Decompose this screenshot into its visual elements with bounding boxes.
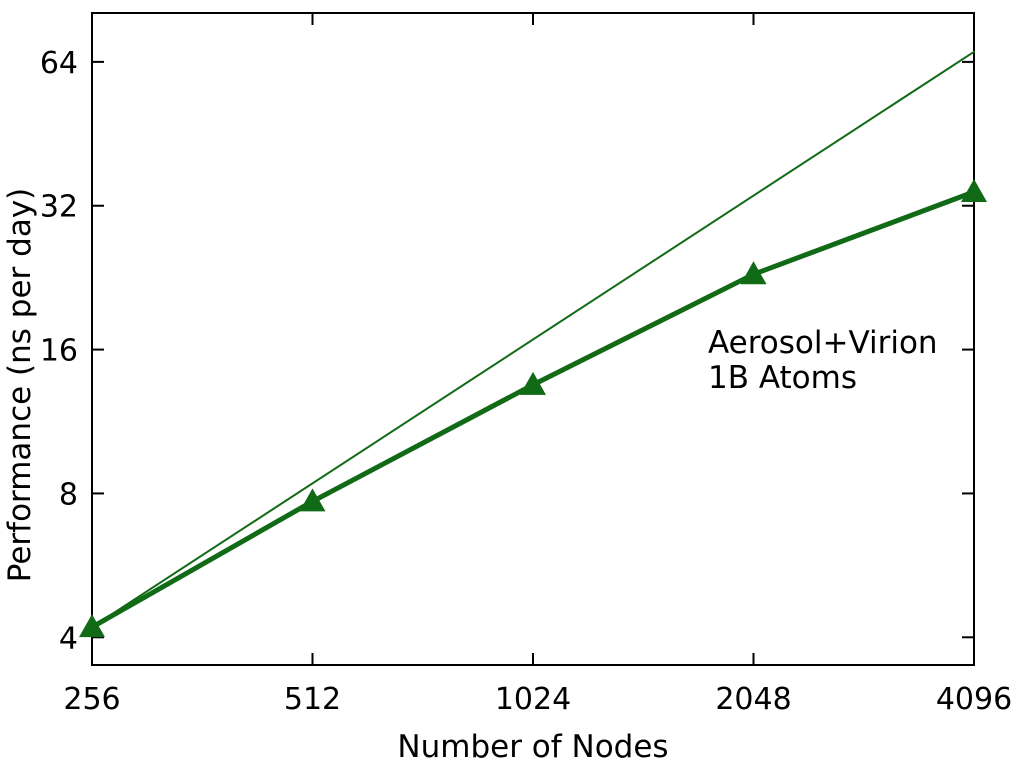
y-tick-label: 64 — [40, 46, 78, 81]
axis-tick-labels: 256 512 1024 2048 4096 4 8 16 32 64 — [40, 46, 1012, 717]
x-tick-label: 4096 — [936, 682, 1012, 717]
y-tick-label: 8 — [59, 477, 78, 512]
y-axis-label: Performance (ns per day) — [2, 188, 38, 583]
annotation-line-1: Aerosol+Virion — [708, 325, 938, 361]
x-axis-label: Number of Nodes — [397, 729, 668, 765]
y-tick-label: 4 — [59, 621, 78, 656]
axis-tick-marks — [91, 13, 975, 665]
data-series-group — [79, 50, 987, 638]
measured-performance-marker — [740, 261, 767, 285]
measured-performance-marker — [299, 488, 326, 512]
y-tick-label: 32 — [40, 190, 78, 225]
x-tick-label: 1024 — [495, 682, 571, 717]
annotation-line-2: 1B Atoms — [708, 360, 857, 396]
measured-performance-line — [89, 189, 977, 630]
x-tick-label: 256 — [63, 682, 120, 717]
measured-performance-marker — [961, 178, 987, 202]
measured-performance-marker — [79, 614, 105, 638]
ideal-scaling-line-line — [91, 50, 975, 629]
y-tick-label: 16 — [40, 334, 78, 369]
x-tick-label: 512 — [284, 682, 341, 717]
measured-performance-marker — [520, 371, 546, 395]
x-tick-label: 2048 — [715, 682, 791, 717]
